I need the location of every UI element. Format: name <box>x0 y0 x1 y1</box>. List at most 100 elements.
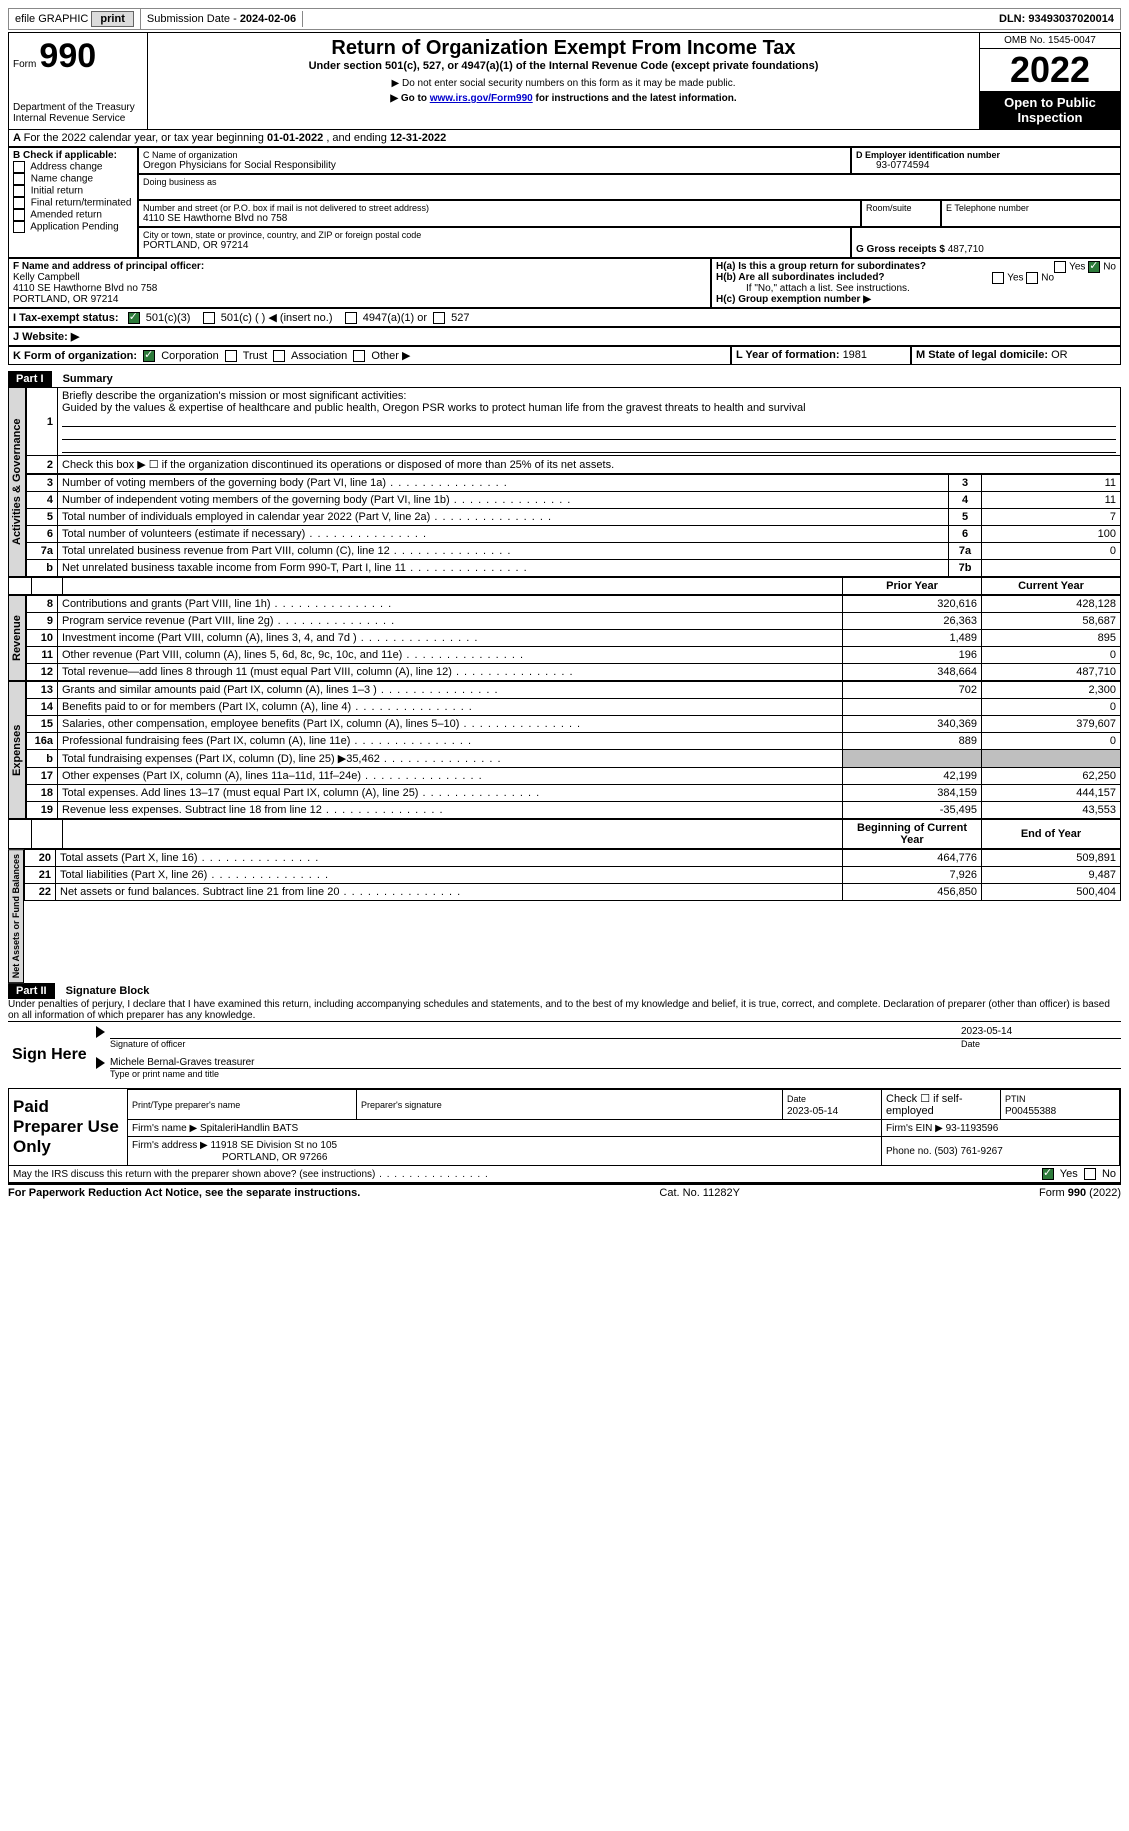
summary-line: 17Other expenses (Part IX, column (A), l… <box>27 768 1121 785</box>
note-ssn: ▶ Do not enter social security numbers o… <box>168 78 959 89</box>
hb-row: H(b) Are all subordinates included? Yes … <box>716 272 1116 283</box>
ein-value: 93-0774594 <box>856 160 1116 171</box>
tax-status-label: I Tax-exempt status: <box>13 312 119 324</box>
officer-label: F Name and address of principal officer: <box>13 261 204 272</box>
period-line: A For the 2022 calendar year, or tax yea… <box>8 130 1121 147</box>
declaration: Under penalties of perjury, I declare th… <box>8 999 1121 1022</box>
form-header: Form 990 Department of the Treasury Inte… <box>8 32 1121 130</box>
boxb-item[interactable]: Name change <box>13 173 133 185</box>
q1-text: Guided by the values & expertise of heal… <box>62 402 806 414</box>
summary-line: 4Number of independent voting members of… <box>27 492 1121 509</box>
dba-label: Doing business as <box>143 177 1116 187</box>
tab-revenue: Revenue <box>8 595 26 681</box>
note-website: ▶ Go to www.irs.gov/Form990 for instruct… <box>168 93 959 104</box>
chk-501c3[interactable] <box>128 312 140 324</box>
prep-date: 2023-05-14 <box>787 1106 838 1117</box>
summary-line: 15Salaries, other compensation, employee… <box>27 716 1121 733</box>
efile-label: efile GRAPHIC <box>15 13 88 25</box>
street-label: Number and street (or P.O. box if mail i… <box>143 203 856 213</box>
footer-right: Form 990 (2022) <box>1039 1187 1121 1199</box>
chk-527[interactable] <box>433 312 445 324</box>
q1-label: Briefly describe the organization's miss… <box>62 390 406 402</box>
box-b-title: B Check if applicable: <box>13 150 117 161</box>
chk-corp[interactable] <box>143 350 155 362</box>
arrow-icon <box>96 1057 105 1069</box>
discuss-question: May the IRS discuss this return with the… <box>13 1169 489 1180</box>
officer-typed-name: Michele Bernal-Graves treasurer <box>110 1057 1121 1069</box>
year-formation: 1981 <box>843 349 867 361</box>
summary-line: 6Total number of volunteers (estimate if… <box>27 526 1121 543</box>
summary-line: 19Revenue less expenses. Subtract line 1… <box>27 802 1121 819</box>
boxb-item[interactable]: Amended return <box>13 209 133 221</box>
col-prior: Prior Year <box>843 578 982 595</box>
boxb-item[interactable]: Initial return <box>13 185 133 197</box>
chk-assoc[interactable] <box>273 350 285 362</box>
website-label: J Website: ▶ <box>13 331 79 343</box>
phone-label: E Telephone number <box>946 203 1116 213</box>
summary-line: 16aProfessional fundraising fees (Part I… <box>27 733 1121 750</box>
tax-year: 2022 <box>980 49 1120 91</box>
gross-receipts-value: 487,710 <box>948 244 984 255</box>
chk-discuss-yes[interactable] <box>1042 1168 1054 1180</box>
form-subtitle: Under section 501(c), 527, or 4947(a)(1)… <box>168 60 959 72</box>
dln-label: DLN: <box>999 13 1028 25</box>
gross-receipts-label: G Gross receipts $ <box>856 244 948 255</box>
summary-line: bTotal fundraising expenses (Part IX, co… <box>27 750 1121 768</box>
summary-line: 10Investment income (Part VIII, column (… <box>27 630 1121 647</box>
ha-row: H(a) Is this a group return for subordin… <box>716 261 1116 272</box>
summary-line: 8Contributions and grants (Part VIII, li… <box>27 596 1121 613</box>
irs-link[interactable]: www.irs.gov/Form990 <box>430 93 533 104</box>
chk-501c[interactable] <box>203 312 215 324</box>
col-begin: Beginning of Current Year <box>843 820 982 849</box>
officer-name: Kelly Campbell <box>13 272 706 283</box>
arrow-icon <box>96 1026 105 1038</box>
omb-number: OMB No. 1545-0047 <box>980 33 1120 49</box>
ein-label: D Employer identification number <box>856 150 1000 160</box>
officer-addr1: 4110 SE Hawthorne Blvd no 758 <box>13 283 706 294</box>
form-org-label: K Form of organization: <box>13 350 137 362</box>
boxb-item[interactable]: Application Pending <box>13 221 133 233</box>
hc-label: H(c) Group exemption number ▶ <box>716 294 871 305</box>
q2-text: Check this box ▶ ☐ if the organization d… <box>58 456 1121 474</box>
summary-line: 3Number of voting members of the governi… <box>27 475 1121 492</box>
summary-line: bNet unrelated business taxable income f… <box>27 560 1121 577</box>
top-bar: efile GRAPHIC print Submission Date - 20… <box>8 8 1121 30</box>
boxb-item[interactable]: Final return/terminated <box>13 197 133 209</box>
col-end: End of Year <box>982 820 1121 849</box>
tab-expenses: Expenses <box>8 681 26 819</box>
paid-preparer-label: Paid Preparer Use Only <box>9 1089 127 1165</box>
summary-line: 13Grants and similar amounts paid (Part … <box>27 682 1121 699</box>
chk-4947[interactable] <box>345 312 357 324</box>
firm-name: SpitaleriHandlin BATS <box>200 1123 298 1134</box>
summary-line: 5Total number of individuals employed in… <box>27 509 1121 526</box>
firm-phone: (503) 761-9267 <box>934 1146 1002 1157</box>
chk-trust[interactable] <box>225 350 237 362</box>
boxb-item[interactable]: Address change <box>13 161 133 173</box>
footer-mid: Cat. No. 11282Y <box>659 1187 740 1199</box>
city-value: PORTLAND, OR 97214 <box>143 240 846 251</box>
open-public: Open to Public Inspection <box>980 91 1120 129</box>
form-label: Form <box>13 59 36 70</box>
print-button[interactable]: print <box>91 11 133 27</box>
firm-ein: 93-1193596 <box>946 1123 999 1134</box>
sig-date: 2023-05-14 <box>961 1026 1121 1039</box>
tab-activities: Activities & Governance <box>8 387 26 577</box>
chk-other[interactable] <box>353 350 365 362</box>
summary-line: 14Benefits paid to or for members (Part … <box>27 699 1121 716</box>
form-title: Return of Organization Exempt From Incom… <box>168 37 959 60</box>
summary-line: 22Net assets or fund balances. Subtract … <box>25 884 1121 901</box>
summary-line: 12Total revenue—add lines 8 through 11 (… <box>27 664 1121 681</box>
sig-officer-label: Signature of officer <box>110 1039 961 1049</box>
info-block: B Check if applicable: Address change Na… <box>8 147 1121 258</box>
date-label: Date <box>961 1039 1121 1049</box>
dln-value: 93493037020014 <box>1028 13 1114 25</box>
officer-addr2: PORTLAND, OR 97214 <box>13 294 706 305</box>
chk-discuss-no[interactable] <box>1084 1168 1096 1180</box>
submission-label: Submission Date - <box>147 13 240 25</box>
self-employed: Check ☐ if self-employed <box>882 1090 1001 1120</box>
org-name: Oregon Physicians for Social Responsibil… <box>143 160 846 171</box>
part2-header: Part II <box>8 983 55 999</box>
ptin-value: P00455388 <box>1005 1106 1056 1117</box>
room-label: Room/suite <box>866 203 936 213</box>
part1-title: Summary <box>55 373 113 385</box>
